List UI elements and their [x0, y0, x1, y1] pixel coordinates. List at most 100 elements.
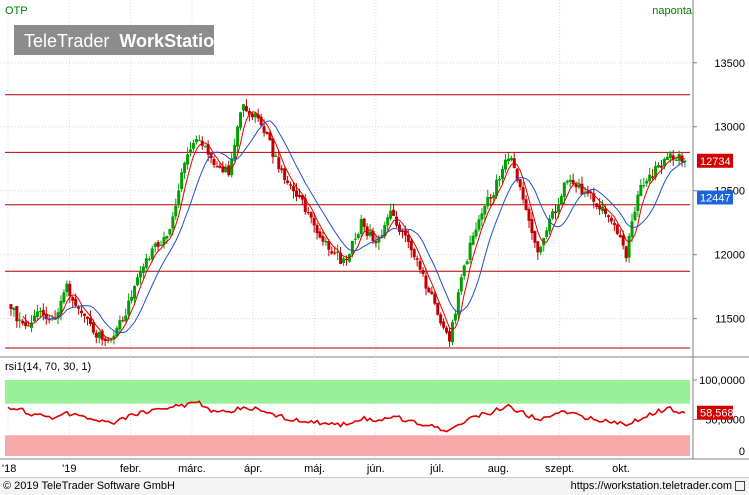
candle-body	[188, 149, 192, 153]
candle-body	[659, 165, 663, 168]
candle-body	[548, 218, 552, 232]
candle-body	[162, 237, 166, 245]
candle-body	[395, 216, 399, 226]
candle-body	[568, 179, 572, 182]
candle-body	[574, 184, 578, 188]
ma-fast-line	[22, 111, 686, 340]
candle-body	[150, 248, 154, 260]
candle-body	[286, 180, 290, 183]
candle-body	[215, 166, 219, 168]
candle-body	[530, 219, 534, 233]
candle-body	[339, 252, 343, 265]
candle-body	[633, 211, 637, 221]
rsi-oversold-band	[5, 435, 690, 456]
x-tick-label: ápr.	[244, 463, 262, 475]
candle-body	[230, 158, 234, 176]
candle-body	[683, 160, 687, 162]
candle-body	[518, 179, 522, 188]
candle-body	[412, 249, 416, 258]
candle-body	[468, 242, 472, 260]
candle-body	[630, 221, 634, 237]
candle-body	[124, 315, 128, 322]
rsi-series	[7, 400, 686, 433]
x-tick-label: júl.	[429, 463, 444, 475]
candle-body	[197, 140, 201, 142]
footer-url[interactable]: https://workstation.teletrader.com	[571, 480, 745, 492]
candle-body	[312, 217, 316, 226]
candle-body	[212, 159, 216, 166]
candle-body	[289, 184, 293, 186]
footer-url-text: https://workstation.teletrader.com	[570, 480, 732, 492]
candle-body	[165, 235, 169, 239]
candle-body	[609, 217, 613, 222]
candle-body	[356, 234, 360, 239]
candle-body	[271, 138, 275, 157]
candle-body	[509, 157, 513, 161]
candle-body	[239, 112, 243, 128]
rsi-line	[7, 400, 686, 433]
candle-body	[65, 283, 69, 293]
footer-bar: © 2019 TeleTrader Software GmbH https://…	[0, 477, 749, 495]
candle-body	[277, 157, 281, 170]
candle-body	[138, 272, 142, 278]
candle-body	[306, 212, 310, 214]
candle-body	[368, 231, 372, 236]
x-tick-label: febr.	[120, 463, 141, 475]
x-tick-label: aug.	[488, 463, 509, 475]
candle-body	[268, 132, 272, 141]
candle-body	[100, 330, 104, 340]
candle-body	[406, 234, 410, 242]
window-icon	[735, 481, 745, 492]
candle-body	[627, 236, 631, 258]
candle-body	[59, 301, 63, 314]
price-tick-label: 11500	[715, 314, 745, 326]
candle-body	[30, 322, 34, 329]
candle-body	[91, 322, 95, 333]
candle-body	[459, 277, 463, 292]
candle-body	[247, 110, 251, 115]
candle-body	[256, 114, 260, 119]
candle-body	[74, 298, 78, 306]
candle-body	[253, 113, 257, 118]
candle-body	[156, 242, 160, 247]
rsi-tick-label: 100,0000	[699, 375, 745, 387]
candle-body	[118, 320, 122, 330]
candle-body	[551, 211, 555, 219]
candle-body	[571, 179, 575, 185]
candle-body	[418, 261, 422, 270]
candle-body	[18, 319, 22, 321]
candle-body	[465, 261, 469, 265]
candle-body	[377, 237, 381, 243]
x-tick-label: szept.	[545, 463, 574, 475]
candle-body	[539, 246, 543, 253]
candle-body	[371, 230, 375, 242]
candle-body	[362, 218, 366, 227]
candle-body	[133, 285, 137, 299]
candle-body	[618, 234, 622, 237]
candle-body	[342, 258, 346, 264]
candle-body	[604, 208, 608, 214]
candle-body	[577, 184, 581, 188]
rsi-value-label: 58,5684	[700, 408, 740, 420]
candle-body	[71, 296, 75, 301]
candle-body	[527, 208, 531, 221]
candle-body	[345, 258, 348, 261]
candle-body	[430, 291, 434, 295]
candle-body	[136, 277, 140, 286]
candle-body	[330, 251, 334, 254]
candle-body	[259, 116, 263, 126]
candle-body	[471, 235, 475, 245]
candle-body	[144, 258, 148, 268]
symbol-label: OTP	[5, 5, 28, 17]
horizontal-levels	[5, 94, 690, 349]
candle-body	[450, 322, 454, 343]
candle-body	[542, 237, 546, 246]
watermark: TeleTrader WorkStation	[14, 25, 225, 55]
candle-body	[180, 172, 184, 190]
candle-body	[27, 325, 31, 327]
candle-body	[433, 293, 437, 304]
candle-body	[536, 241, 540, 253]
candle-body	[545, 230, 549, 237]
candle-body	[453, 313, 457, 321]
